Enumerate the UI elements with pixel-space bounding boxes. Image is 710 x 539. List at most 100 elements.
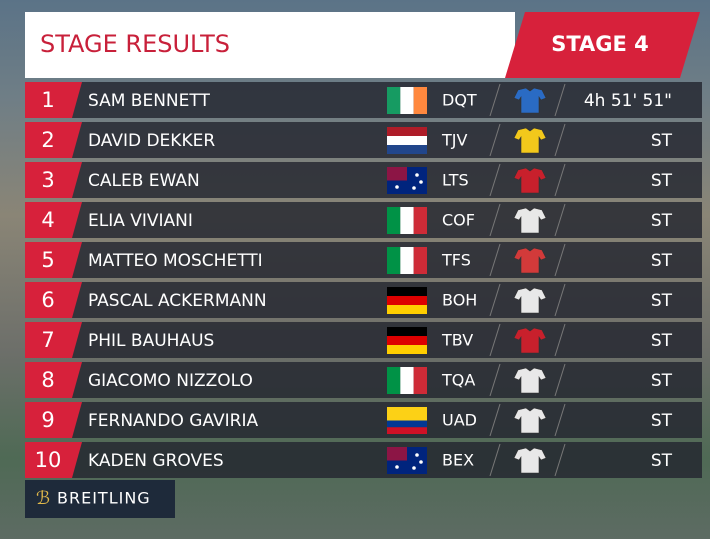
flag-stripe — [400, 367, 414, 394]
time: ST — [651, 251, 673, 271]
flag — [387, 207, 427, 234]
rider-name: FERNANDO GAVIRIA — [88, 411, 258, 431]
rank-box — [25, 242, 82, 278]
jersey-icon — [513, 167, 547, 194]
divider — [554, 163, 566, 197]
time: ST — [651, 411, 673, 431]
rider-name: SAM BENNETT — [88, 91, 210, 111]
jersey-icon — [513, 207, 547, 234]
flag — [387, 447, 427, 474]
divider — [489, 123, 501, 157]
header-title: STAGE RESULTS — [40, 30, 230, 58]
flag-stripe — [387, 336, 427, 345]
team-code: TQA — [441, 371, 475, 390]
rank-box — [25, 442, 82, 478]
jersey-icon — [513, 447, 547, 474]
row-bg — [68, 242, 702, 278]
divider — [489, 363, 501, 397]
rank: 1 — [41, 88, 54, 112]
flag-stripe — [387, 420, 427, 428]
row-bg — [68, 122, 702, 158]
sponsor-icon: ℬ — [36, 488, 50, 509]
row-bg — [68, 282, 702, 318]
flag-stripe — [387, 327, 427, 336]
time: ST — [651, 331, 673, 351]
divider — [554, 403, 566, 437]
row-bg — [68, 162, 702, 198]
team-code: DQT — [442, 91, 477, 110]
time: ST — [651, 371, 673, 391]
rank: 7 — [41, 328, 54, 352]
divider — [554, 443, 566, 477]
divider — [489, 403, 501, 437]
flag — [387, 287, 427, 314]
team-code: TJV — [441, 131, 467, 150]
flag-stripe — [400, 207, 414, 234]
flag-star — [415, 173, 419, 177]
rider-name: GIACOMO NIZZOLO — [88, 371, 253, 391]
flag-stripe — [387, 296, 427, 305]
divider — [554, 243, 566, 277]
team-code: UAD — [442, 411, 477, 430]
row-bg — [68, 82, 702, 118]
flag-stripe — [387, 87, 401, 114]
row-bg — [68, 202, 702, 238]
rank-box — [25, 282, 82, 318]
flag-star — [419, 180, 423, 184]
flag-star — [395, 185, 399, 189]
flag-stripe — [387, 367, 401, 394]
divider — [489, 283, 501, 317]
rank: 3 — [41, 168, 54, 192]
flag-stripe — [387, 247, 401, 274]
row-bg — [68, 322, 702, 358]
rider-name: CALEB EWAN — [88, 171, 200, 191]
rank-box — [25, 202, 82, 238]
flag-star — [395, 465, 399, 469]
flag — [387, 87, 427, 114]
flag-stripe — [413, 87, 427, 114]
flag — [387, 167, 427, 194]
jersey-icon — [513, 247, 547, 274]
row-bg — [68, 402, 702, 438]
rank-box — [25, 402, 82, 438]
flag-stripe — [387, 207, 401, 234]
flag-stripe — [400, 87, 414, 114]
rank: 10 — [35, 448, 62, 472]
rank: 8 — [41, 368, 54, 392]
flag — [387, 247, 427, 274]
rider-name: KADEN GROVES — [88, 451, 224, 471]
team-code: COF — [442, 211, 475, 230]
rank-box — [25, 162, 82, 198]
divider — [554, 123, 566, 157]
divider — [489, 243, 501, 277]
flag-star — [412, 466, 416, 470]
time: ST — [651, 171, 673, 191]
stage-label: STAGE 4 — [551, 32, 649, 56]
rider-name: ELIA VIVIANI — [88, 211, 193, 231]
flag-stripe — [387, 127, 427, 136]
flag-stripe — [413, 367, 427, 394]
flag-stripe — [387, 345, 427, 354]
rank-box — [25, 322, 82, 358]
divider — [554, 203, 566, 237]
flag — [387, 327, 427, 354]
rank-box — [25, 122, 82, 158]
flag — [387, 127, 427, 154]
flag-stripe — [413, 207, 427, 234]
rank: 6 — [41, 288, 54, 312]
sponsor-name: BREITLING — [57, 489, 151, 508]
header-bar — [25, 12, 515, 78]
divider — [489, 203, 501, 237]
time: 4h 51' 51" — [584, 91, 672, 111]
divider — [554, 323, 566, 357]
time: ST — [651, 451, 673, 471]
jersey-icon — [513, 287, 547, 314]
flag-canton — [387, 167, 407, 181]
rider-name: DAVID DEKKER — [88, 131, 215, 151]
jersey-icon — [513, 407, 547, 434]
flag — [387, 367, 427, 394]
rank: 2 — [41, 128, 54, 152]
team-code: TBV — [441, 331, 473, 350]
flag-canton — [387, 447, 407, 461]
